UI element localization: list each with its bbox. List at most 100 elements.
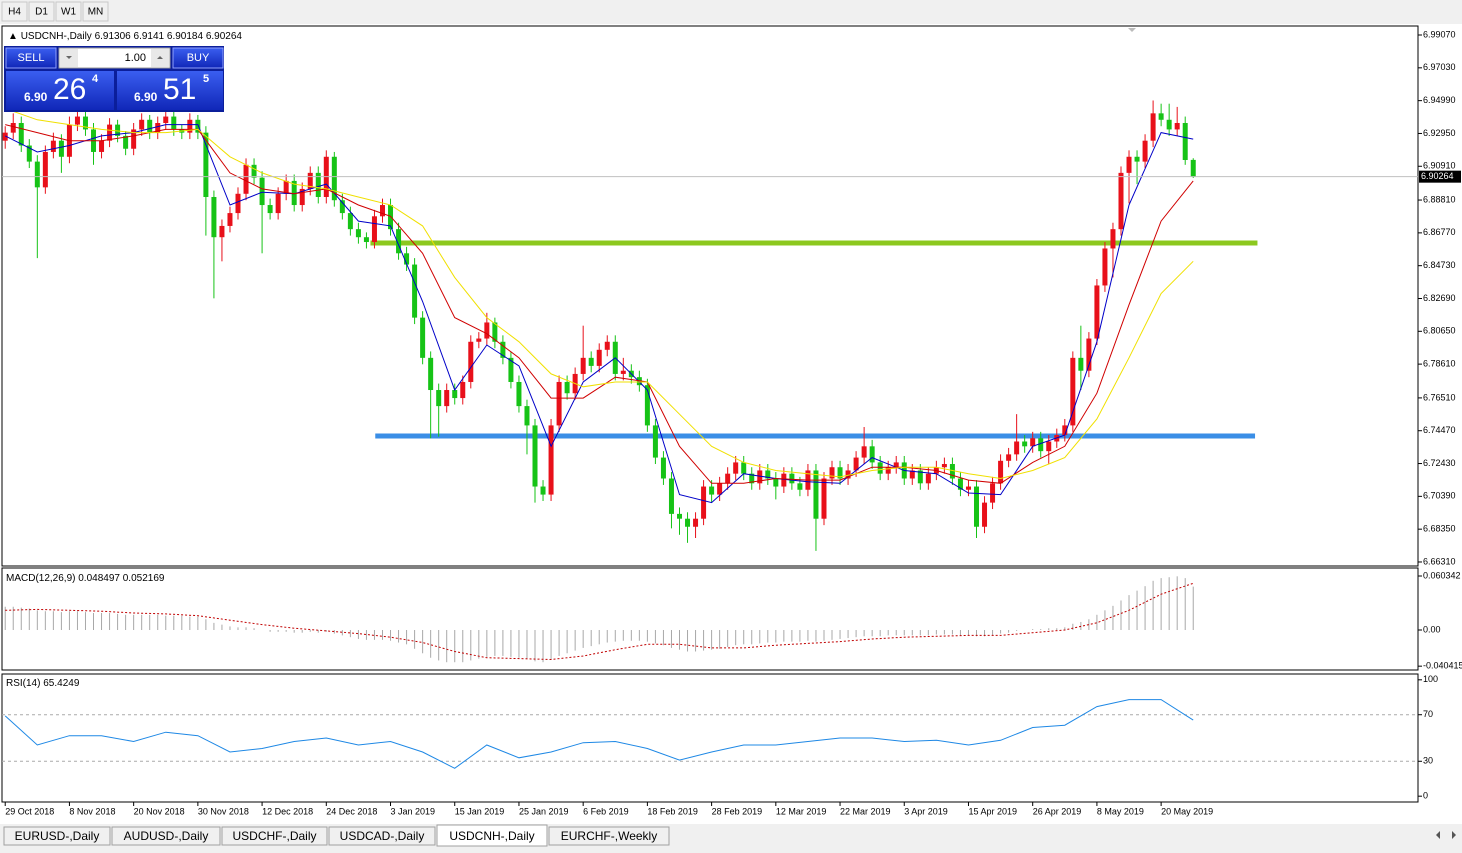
high: 6.9141	[134, 31, 165, 42]
macd-label: MACD(12,26,9) 0.048497 0.052169	[6, 573, 165, 584]
candle-body	[34, 161, 40, 188]
tab-scroll[interactable]	[1436, 831, 1456, 839]
x-tick-label: 12 Dec 2018	[262, 806, 313, 816]
candle-body	[949, 464, 955, 479]
candle-body	[998, 460, 1004, 484]
candle-body	[917, 470, 923, 484]
ask-box[interactable]	[117, 71, 223, 110]
candle-body	[187, 119, 193, 133]
candle-body	[853, 457, 859, 471]
symbol-tab[interactable]	[548, 826, 670, 846]
candle-body	[773, 478, 779, 487]
candle-body	[26, 145, 32, 162]
candle-body	[974, 486, 980, 527]
candle-body	[869, 446, 875, 463]
y-tick-label: 30	[1423, 756, 1433, 766]
candle-body	[604, 341, 610, 350]
timeframe-button[interactable]	[1, 1, 28, 22]
y-tick-label: 6.86770	[1423, 227, 1456, 237]
candle-body	[50, 140, 56, 152]
candle-body	[1070, 357, 1076, 426]
moving-average	[5, 124, 1194, 484]
candle-body	[749, 473, 755, 484]
candle-body	[588, 357, 594, 366]
candle-body	[861, 446, 867, 458]
candle-body	[845, 470, 851, 479]
candle-body	[339, 200, 345, 214]
candle-body	[171, 116, 177, 130]
candle-body	[452, 390, 458, 399]
candle-body	[1038, 438, 1044, 452]
x-tick-label: 20 Nov 2018	[134, 806, 185, 816]
candle-body	[468, 341, 474, 382]
timeframe-label: MN	[88, 7, 104, 18]
candle-body	[1126, 156, 1132, 173]
candle-body	[1118, 172, 1124, 230]
candle-body	[524, 406, 530, 426]
timeframe-button[interactable]	[82, 1, 109, 22]
buy-label: BUY	[187, 52, 210, 64]
lots-input[interactable]	[58, 47, 171, 69]
candle-body	[371, 216, 377, 243]
macd-main: 0.048497	[78, 573, 120, 584]
x-tick-label: 12 Mar 2019	[776, 806, 827, 816]
ask-small: 5	[203, 73, 209, 85]
timeframe-button[interactable]	[28, 1, 55, 22]
candle-body	[1086, 338, 1092, 371]
candle-body	[259, 177, 265, 206]
timeframe-button[interactable]	[55, 1, 82, 22]
sell-label: SELL	[18, 52, 45, 64]
x-tick-label: 15 Apr 2019	[968, 806, 1017, 816]
moving-average	[5, 108, 1194, 480]
candle-body	[42, 151, 48, 188]
candle-body	[1030, 438, 1036, 447]
y-tick-label: 6.66310	[1423, 556, 1456, 566]
candle-body	[58, 140, 64, 157]
candle-body	[155, 122, 161, 133]
y-tick-label: 0.060342	[1423, 570, 1461, 580]
candle-body	[492, 322, 498, 342]
candle-body	[404, 253, 410, 265]
x-tick-label: 6 Feb 2019	[583, 806, 629, 816]
y-tick-label: 6.74470	[1423, 425, 1456, 435]
candle-body	[347, 213, 353, 230]
candle-body	[363, 237, 369, 243]
candle-body	[163, 116, 169, 123]
tab-label: AUDUSD-,Daily	[124, 829, 209, 843]
candle-body	[307, 172, 313, 189]
symbol-tab[interactable]	[328, 826, 436, 846]
tab-label: USDCAD-,Daily	[340, 829, 425, 843]
tab-label: USDCNH-,Daily	[449, 829, 534, 843]
rsi-value: 65.4249	[43, 678, 80, 689]
rsi-label: RSI(14) 65.4249	[6, 678, 80, 689]
symbol-tab[interactable]	[111, 826, 221, 846]
tab-label: EURUSD-,Daily	[15, 829, 100, 843]
candle-body	[676, 513, 682, 519]
y-tick-label: 6.80650	[1423, 326, 1456, 336]
y-tick-label: -0.040415	[1423, 661, 1462, 671]
y-tick-label: 0.00	[1423, 624, 1441, 634]
candle-body	[829, 467, 835, 479]
candle-body	[1078, 357, 1084, 371]
candle-body	[131, 129, 137, 149]
symbol-tab[interactable]	[436, 824, 548, 847]
bid-box[interactable]	[6, 71, 114, 110]
candle-body	[123, 135, 129, 149]
sell-button[interactable]	[5, 47, 57, 69]
y-tick-label: 6.99070	[1423, 29, 1456, 39]
candle-body	[532, 425, 538, 487]
candle-body	[909, 470, 915, 479]
candle-body	[484, 322, 490, 339]
y-tick-label: 6.92950	[1423, 128, 1456, 138]
candle-body	[2, 132, 8, 141]
candle-body	[548, 425, 554, 495]
candle-body	[388, 205, 394, 230]
buy-button[interactable]	[172, 47, 224, 69]
candle-body	[556, 381, 562, 426]
candle-body	[990, 483, 996, 503]
symbol-tab[interactable]	[3, 826, 111, 846]
y-tick-label: 6.70390	[1423, 491, 1456, 501]
candle-body	[211, 196, 217, 238]
symbol-tab[interactable]	[221, 826, 328, 846]
timeframe-label: H4	[8, 7, 21, 18]
